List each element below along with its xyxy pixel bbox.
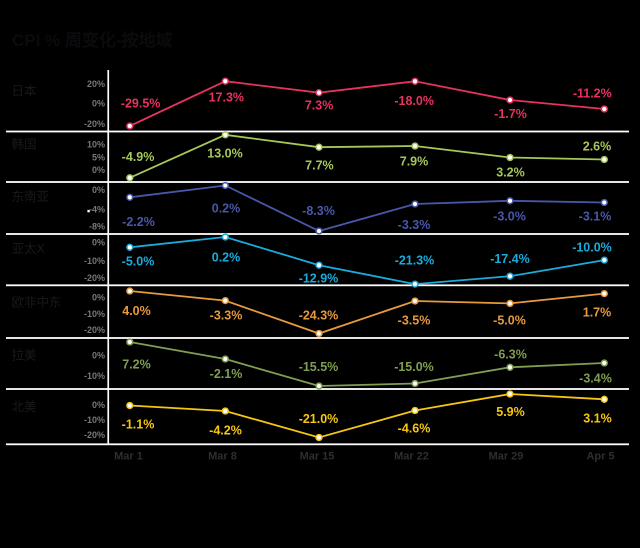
svg-text:-21.0%: -21.0% [299, 412, 339, 426]
svg-text:Mar 15: Mar 15 [300, 451, 335, 463]
svg-text:-20%: -20% [84, 325, 105, 335]
svg-text:-3.3%: -3.3% [210, 308, 243, 322]
svg-text:7.9%: 7.9% [400, 154, 429, 168]
svg-text:-18.0%: -18.0% [394, 94, 434, 108]
svg-text:0%: 0% [92, 185, 105, 195]
svg-text:-5.0%: -5.0% [493, 313, 526, 327]
svg-text:-20%: -20% [84, 430, 105, 440]
svg-text:-21.3%: -21.3% [395, 253, 435, 267]
svg-text:2.6%: 2.6% [583, 139, 612, 153]
svg-text:3.2%: 3.2% [496, 165, 525, 179]
svg-text:0.2%: 0.2% [212, 250, 241, 264]
svg-text:-5.0%: -5.0% [122, 255, 155, 269]
svg-text:-8.3%: -8.3% [302, 204, 335, 218]
svg-text:17.3%: 17.3% [209, 91, 244, 105]
svg-text:0%: 0% [92, 165, 105, 175]
svg-text:4.0%: 4.0% [122, 304, 151, 318]
svg-text:-10.0%: -10.0% [572, 240, 612, 254]
svg-text:欧非中东: 欧非中东 [12, 295, 62, 310]
svg-text:-6.3%: -6.3% [494, 347, 527, 361]
svg-text:0%: 0% [92, 238, 105, 248]
svg-text:-24.3%: -24.3% [299, 308, 339, 322]
svg-text:-12.9%: -12.9% [299, 271, 339, 285]
svg-text:北美: 北美 [12, 400, 37, 414]
svg-text:-8%: -8% [89, 222, 105, 232]
svg-text:-3.1%: -3.1% [579, 209, 612, 223]
svg-text:-20%: -20% [84, 119, 105, 129]
svg-text:-10%: -10% [84, 309, 105, 319]
svg-text:-15.5%: -15.5% [299, 360, 339, 374]
svg-text:-1.1%: -1.1% [122, 418, 155, 432]
svg-text:5%: 5% [92, 152, 105, 162]
svg-text:-15.0%: -15.0% [394, 360, 434, 374]
svg-text:-10%: -10% [84, 371, 105, 381]
svg-text:Mar 22: Mar 22 [394, 451, 429, 463]
svg-text:日本: 日本 [12, 84, 38, 98]
svg-text:Mar 8: Mar 8 [208, 451, 237, 463]
svg-text:-11.2%: -11.2% [573, 86, 612, 100]
svg-text:0%: 0% [92, 293, 105, 303]
svg-text:-10%: -10% [84, 256, 105, 266]
svg-text:-2.2%: -2.2% [122, 215, 155, 229]
svg-text:1.7%: 1.7% [583, 305, 612, 319]
svg-text:Mar 1: Mar 1 [114, 451, 143, 463]
svg-text:韩国: 韩国 [12, 137, 37, 152]
svg-text:10%: 10% [87, 139, 105, 149]
svg-text:5.9%: 5.9% [496, 405, 525, 419]
svg-text:-17.4%: -17.4% [490, 252, 530, 266]
svg-text:3.1%: 3.1% [583, 411, 612, 425]
svg-text:20%: 20% [87, 79, 105, 89]
svg-text:拉美: 拉美 [12, 348, 37, 363]
svg-text:Mar 29: Mar 29 [489, 451, 524, 463]
svg-text:-4.9%: -4.9% [122, 150, 155, 164]
svg-text:0%: 0% [92, 351, 105, 361]
svg-text:-3.0%: -3.0% [493, 209, 526, 223]
svg-text:7.7%: 7.7% [305, 158, 334, 172]
svg-text:-4.6%: -4.6% [398, 421, 431, 435]
svg-text:0%: 0% [92, 400, 105, 410]
svg-text:-3.4%: -3.4% [579, 371, 612, 385]
svg-text:-29.5%: -29.5% [121, 96, 161, 110]
svg-text:13.0%: 13.0% [207, 146, 242, 160]
svg-text:Apr 5: Apr 5 [586, 451, 614, 463]
svg-text:东南亚: 东南亚 [12, 189, 50, 204]
svg-text:亚太X: 亚太X [12, 241, 46, 256]
svg-text:-10%: -10% [84, 415, 105, 425]
svg-text:-4%: -4% [89, 205, 105, 215]
svg-text:7.2%: 7.2% [122, 357, 151, 371]
svg-text:-3.5%: -3.5% [398, 313, 431, 327]
svg-text:-20%: -20% [84, 273, 105, 283]
svg-text:0.2%: 0.2% [212, 201, 241, 215]
svg-text:CPI % 周变化-按地域: CPI % 周变化-按地域 [12, 30, 173, 50]
svg-text:7.3%: 7.3% [305, 98, 334, 112]
svg-text:0%: 0% [92, 98, 105, 108]
svg-text:-2.1%: -2.1% [210, 367, 243, 381]
svg-text:-4.2%: -4.2% [209, 423, 242, 437]
svg-text:-3.3%: -3.3% [398, 218, 431, 232]
svg-text:-1.7%: -1.7% [494, 107, 527, 121]
